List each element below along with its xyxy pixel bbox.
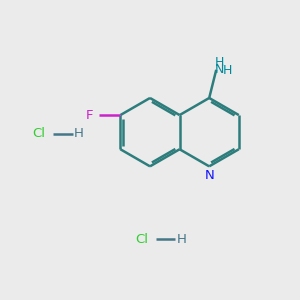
Text: F: F [86,109,93,122]
Text: N: N [214,63,224,76]
Text: H: H [177,233,187,246]
Text: Cl: Cl [135,233,148,246]
Text: H: H [223,64,232,77]
Text: N: N [205,169,215,182]
Text: H: H [74,127,84,140]
Text: Cl: Cl [33,127,46,140]
Text: H: H [214,56,224,69]
